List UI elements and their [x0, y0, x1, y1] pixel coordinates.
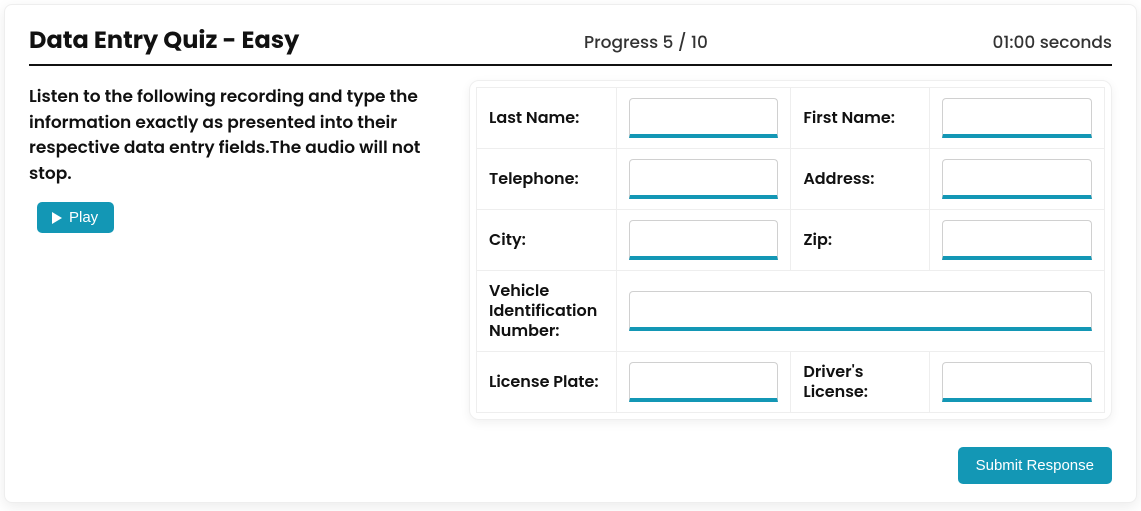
- input-vin[interactable]: [629, 291, 1092, 331]
- instructions-text: Listen to the following recording and ty…: [29, 84, 449, 186]
- label-license-plate: License Plate:: [477, 352, 617, 413]
- timer-text: 01:00 seconds: [993, 29, 1112, 55]
- play-button-label: Play: [69, 209, 98, 226]
- play-icon: [51, 212, 63, 224]
- label-telephone: Telephone:: [477, 149, 617, 210]
- label-drivers-license: Driver's License:: [791, 352, 930, 413]
- label-zip: Zip:: [791, 210, 930, 271]
- form-panel: Last Name: First Name: Telephone: Addres…: [469, 80, 1112, 420]
- input-city[interactable]: [629, 220, 778, 260]
- label-address: Address:: [791, 149, 930, 210]
- submit-button[interactable]: Submit Response: [958, 447, 1112, 484]
- input-address[interactable]: [942, 159, 1092, 199]
- label-first-name: First Name:: [791, 88, 930, 149]
- progress-text: Progress 5 / 10: [584, 29, 708, 55]
- input-license-plate[interactable]: [629, 362, 778, 402]
- page-title: Data Entry Quiz - Easy: [29, 23, 299, 58]
- form-table: Last Name: First Name: Telephone: Addres…: [476, 87, 1105, 413]
- header-bar: Data Entry Quiz - Easy Progress 5 / 10 0…: [29, 23, 1112, 66]
- label-vin: Vehicle Identification Number:: [477, 271, 617, 352]
- play-button[interactable]: Play: [37, 202, 114, 233]
- label-last-name: Last Name:: [477, 88, 617, 149]
- quiz-card: Data Entry Quiz - Easy Progress 5 / 10 0…: [4, 4, 1137, 503]
- input-drivers-license[interactable]: [942, 362, 1092, 402]
- left-column: Listen to the following recording and ty…: [29, 80, 449, 420]
- input-first-name[interactable]: [942, 98, 1092, 138]
- label-city: City:: [477, 210, 617, 271]
- input-last-name[interactable]: [629, 98, 778, 138]
- input-zip[interactable]: [942, 220, 1092, 260]
- body: Listen to the following recording and ty…: [29, 80, 1112, 420]
- input-telephone[interactable]: [629, 159, 778, 199]
